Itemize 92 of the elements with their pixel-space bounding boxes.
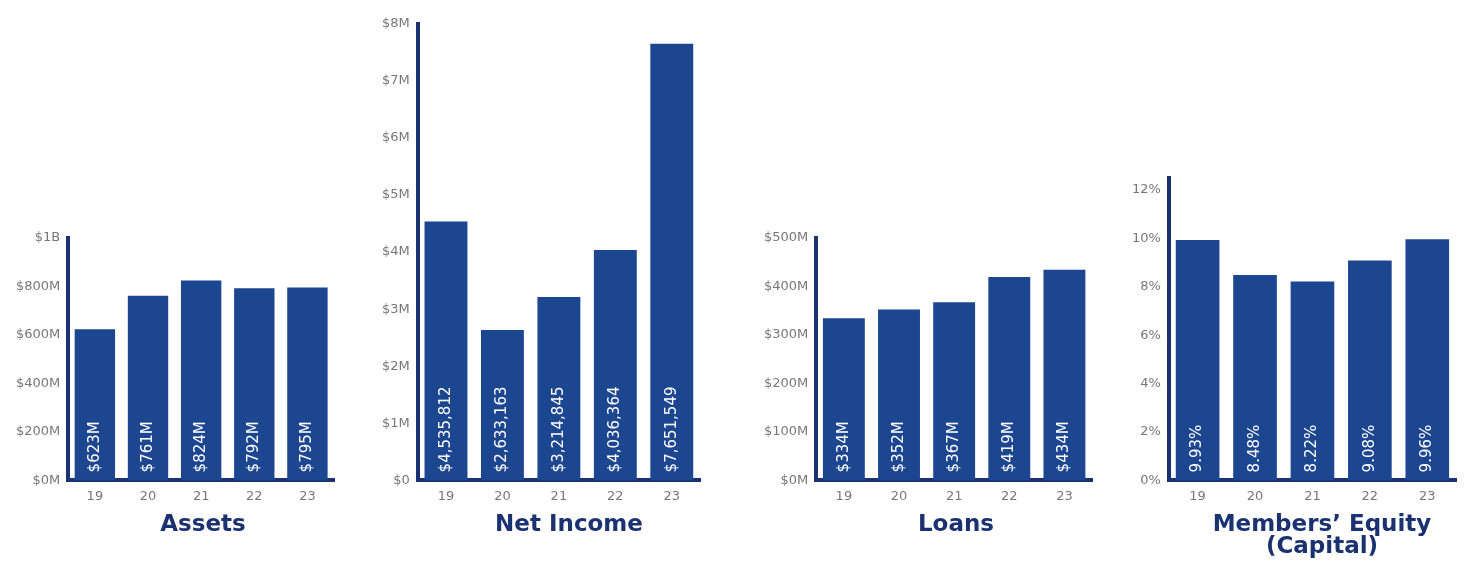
data-label: $4,535,812: [435, 386, 454, 473]
x-tick-label: 21: [945, 487, 963, 503]
data-label: 9.08%: [1359, 424, 1378, 473]
data-label: $824M: [191, 421, 210, 473]
y-tick-label: $6M: [381, 129, 410, 145]
y-tick-label: $200M: [763, 374, 809, 390]
bar: [822, 318, 865, 481]
x-tick-label: 20: [494, 487, 511, 503]
y-tick-label: 10%: [1131, 229, 1161, 245]
y-tick-label: $5M: [381, 186, 410, 202]
x-tick-label: 22: [246, 487, 263, 503]
y-tick-label: $2M: [381, 357, 410, 373]
y-tick-label: $4M: [381, 243, 410, 259]
data-label: 8.48%: [1244, 424, 1263, 473]
x-tick-label: 21: [550, 487, 568, 503]
y-tick-label: $0M: [780, 471, 809, 487]
data-label: 8.22%: [1302, 424, 1321, 473]
bar: [74, 329, 116, 481]
bar: [1175, 240, 1220, 481]
bar: [180, 280, 222, 481]
y-tick-label: $3M: [381, 300, 410, 316]
y-tick-label: $400M: [763, 277, 809, 293]
data-label: 9.93%: [1187, 424, 1206, 473]
bar: [1348, 260, 1392, 481]
y-tick-label: 2%: [1140, 423, 1161, 439]
y-tick-label: $1B: [34, 229, 61, 245]
y-tick-label: 0%: [1140, 471, 1161, 487]
y-tick-label: $300M: [763, 326, 809, 342]
y-tick-label: $800M: [15, 277, 61, 293]
bar: [234, 288, 275, 481]
x-tick-label: 21: [1304, 487, 1321, 503]
y-tick-label: $0: [393, 471, 410, 487]
x-axis-title: Loans: [916, 510, 995, 536]
y-tick-label: 4%: [1140, 374, 1161, 390]
x-tick-label: 21: [192, 487, 210, 503]
x-tick-label: 19: [835, 487, 853, 503]
data-label: $434M: [1054, 421, 1073, 473]
y-tick-label: $400M: [15, 374, 61, 390]
y-tick-label: $1M: [381, 414, 410, 430]
data-label: $4,036,364: [605, 386, 624, 473]
data-label: $352M: [888, 421, 907, 473]
bar: [1290, 281, 1335, 481]
y-tick-label: $0M: [32, 471, 61, 487]
x-axis-title: Members’ Equity (Capital): [1211, 510, 1433, 558]
bar: [127, 295, 169, 481]
x-tick-label: 20: [1246, 487, 1264, 503]
bar: [1405, 239, 1450, 481]
y-tick-label: 6%: [1140, 326, 1161, 342]
x-tick-label: 23: [1056, 487, 1073, 503]
x-tick-label: 19: [1189, 487, 1206, 503]
x-tick-label: 20: [890, 487, 908, 503]
data-label: $623M: [84, 421, 103, 473]
bar: [480, 330, 524, 481]
data-label: $367M: [944, 421, 963, 473]
x-axis-title: Net Income: [494, 510, 644, 536]
x-tick-label: 19: [437, 487, 455, 503]
x-tick-label: 22: [1001, 487, 1018, 503]
y-tick-label: $500M: [763, 229, 809, 245]
bar: [593, 250, 637, 481]
x-tick-label: 20: [139, 487, 157, 503]
x-tick-label: 23: [1419, 487, 1436, 503]
bar: [537, 296, 581, 481]
x-tick-label: 22: [607, 487, 624, 503]
bar: [424, 221, 468, 481]
data-label: $792M: [244, 421, 263, 473]
y-tick-label: $100M: [763, 423, 809, 439]
y-tick-label: $7M: [381, 72, 410, 88]
data-label: $7,651,549: [661, 386, 680, 473]
y-tick-label: $8M: [381, 15, 410, 31]
data-label: $795M: [297, 421, 316, 473]
bar: [1043, 269, 1086, 481]
y-tick-label: $600M: [15, 326, 61, 342]
bar: [988, 277, 1031, 481]
data-label: $3,214,845: [548, 386, 567, 473]
x-tick-label: 19: [86, 487, 104, 503]
y-tick-label: $200M: [15, 423, 61, 439]
bar: [878, 309, 920, 481]
x-tick-label: 23: [299, 487, 316, 503]
bar: [933, 302, 976, 481]
bar: [1233, 275, 1277, 481]
x-tick-label: 22: [1361, 487, 1379, 503]
y-tick-label: 12%: [1131, 181, 1161, 197]
bar: [650, 43, 694, 481]
data-label: 9.96%: [1417, 424, 1436, 473]
data-label: $2,633,163: [492, 386, 511, 473]
data-label: $334M: [833, 421, 852, 473]
y-tick-label: 8%: [1140, 278, 1161, 294]
data-label: $419M: [999, 421, 1018, 473]
bar: [287, 287, 328, 481]
x-axis-title: Assets: [159, 510, 247, 536]
x-tick-label: 23: [663, 487, 681, 503]
data-label: $761M: [137, 421, 156, 473]
